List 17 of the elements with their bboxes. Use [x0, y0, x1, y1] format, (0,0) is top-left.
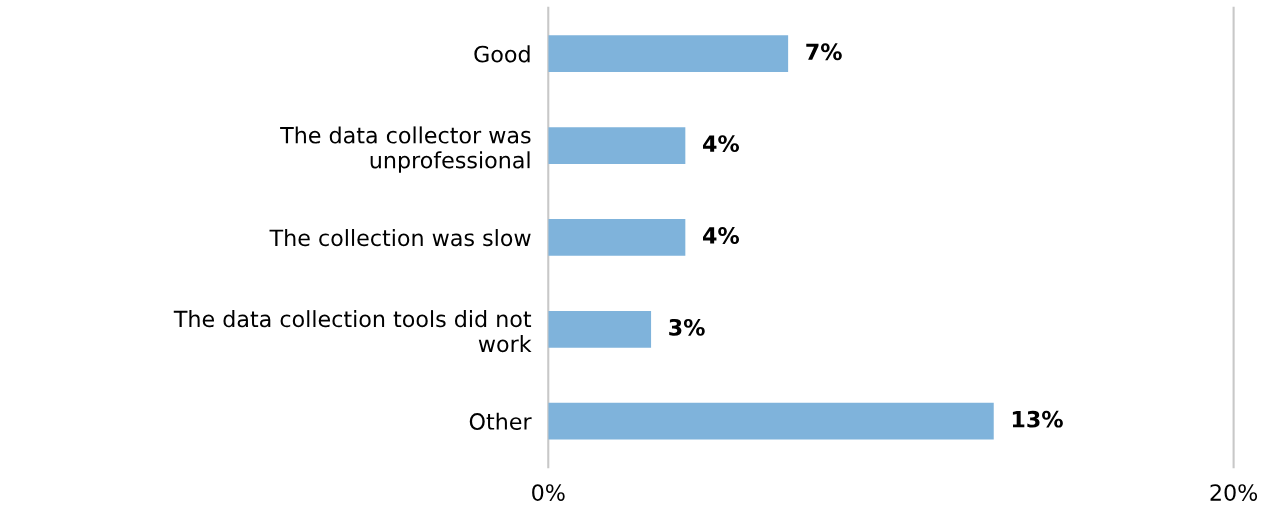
- data-label: 4%: [703, 135, 740, 153]
- bar: [548, 402, 994, 440]
- x-tick-label: 20%: [1210, 484, 1258, 501]
- y-tick-label: The collection was slow: [269, 229, 531, 247]
- data-label: 4%: [703, 227, 740, 244]
- data-label: 3%: [669, 318, 705, 336]
- bar: [548, 35, 789, 73]
- bar: [548, 127, 686, 164]
- y-tick-label: Good: [474, 45, 530, 63]
- y-tick-label: The data collector was unprofessional: [280, 126, 531, 173]
- x-tick-label: 0%: [532, 484, 565, 501]
- bar: [548, 310, 652, 348]
- y-tick-label: The data collection tools did not work: [173, 310, 532, 353]
- y-tick-label: Other: [469, 412, 532, 430]
- data-label: 13%: [1012, 410, 1063, 428]
- bar: [548, 219, 686, 256]
- data-label: 7%: [806, 43, 842, 61]
